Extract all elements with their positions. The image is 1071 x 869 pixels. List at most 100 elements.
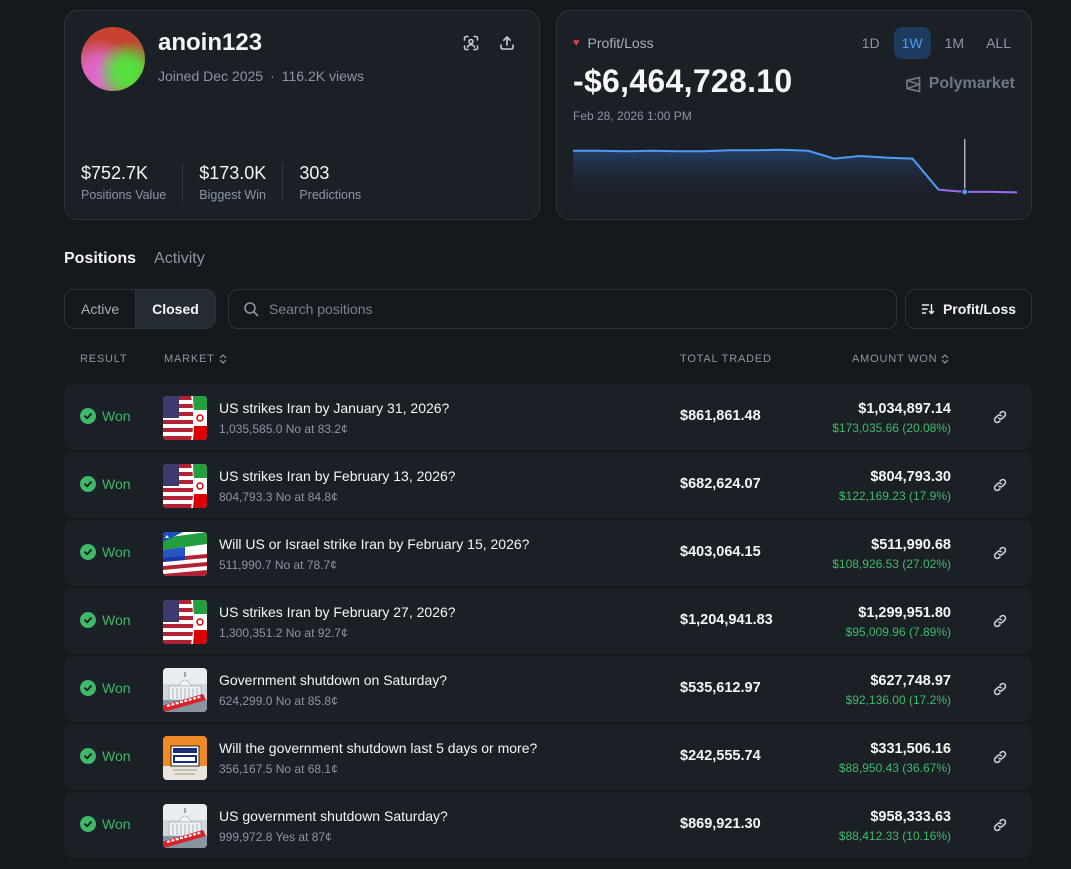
amount-won-value: $627,748.97 xyxy=(870,673,951,689)
market-title[interactable]: Will US or Israel strike Iran by Februar… xyxy=(219,536,530,552)
pnl-label: ♥ Profit/Loss xyxy=(573,35,654,51)
search-box xyxy=(228,289,897,329)
header-market[interactable]: MARKET xyxy=(164,353,227,365)
tab-activity[interactable]: Activity xyxy=(154,250,205,267)
link-icon[interactable] xyxy=(992,613,1008,629)
market-title[interactable]: US strikes Iran by February 13, 2026? xyxy=(219,468,456,484)
profit-value: $95,009.96 (7.89%) xyxy=(845,625,951,639)
link-icon[interactable] xyxy=(992,409,1008,425)
link-icon[interactable] xyxy=(992,477,1008,493)
stat-value: 303 xyxy=(299,163,330,183)
scan-icon[interactable] xyxy=(461,33,481,53)
header-total-traded: TOTAL TRADED xyxy=(680,353,772,365)
link-icon[interactable] xyxy=(992,817,1008,833)
check-icon xyxy=(80,612,96,628)
polymarket-brand: Polymarket xyxy=(905,75,1015,93)
header-market-label: MARKET xyxy=(164,353,215,365)
search-input[interactable] xyxy=(269,301,869,317)
market-thumbnail xyxy=(163,600,207,644)
market-position-detail: 356,167.5 No at 68.1¢ xyxy=(219,762,338,776)
stat-positions-value: $752.7K Positions Value xyxy=(81,163,182,202)
sort-toggle-icon xyxy=(219,354,227,364)
table-row[interactable]: Won Will the government shutdown last 5 … xyxy=(64,724,1032,790)
chart-area xyxy=(573,149,939,199)
market-thumbnail xyxy=(163,804,207,848)
range-1d[interactable]: 1D xyxy=(861,35,880,51)
stat-label: Predictions xyxy=(299,188,362,202)
link-icon[interactable] xyxy=(992,749,1008,765)
amount-won-value: $958,333.63 xyxy=(870,809,951,825)
market-title[interactable]: US strikes Iran by February 27, 2026? xyxy=(219,604,456,620)
pnl-chart[interactable] xyxy=(573,139,1017,199)
username: anoin123 xyxy=(158,29,263,56)
toggle-active[interactable]: Active xyxy=(81,301,120,317)
share-icon[interactable] xyxy=(497,33,517,53)
amount-won-value: $804,793.30 xyxy=(870,469,951,485)
table-row[interactable]: Won US strikes Iran by February 13, 2026… xyxy=(64,452,1032,518)
profit-value: $92,136.00 (17.2%) xyxy=(845,693,951,707)
range-1w[interactable]: 1W xyxy=(893,27,931,59)
market-position-detail: 624,299.0 No at 85.8¢ xyxy=(219,694,338,708)
market-position-detail: 1,300,351.2 No at 92.7¢ xyxy=(219,626,348,640)
view-count: 116.2K views xyxy=(281,68,364,84)
amount-won-value: $331,506.16 xyxy=(870,741,951,757)
profit-value: $88,412.33 (10.16%) xyxy=(838,829,951,843)
range-all[interactable]: ALL xyxy=(986,35,1011,51)
table-row[interactable]: Won US strikes Iran by February 27, 2026… xyxy=(64,588,1032,654)
header-amount-won[interactable]: AMOUNT WON xyxy=(852,353,949,365)
amount-won-value: $1,299,951.80 xyxy=(858,605,951,621)
pnl-date: Feb 28, 2026 1:00 PM xyxy=(573,109,692,123)
toggle-closed[interactable]: Closed xyxy=(135,290,215,328)
market-title[interactable]: Government shutdown on Saturday? xyxy=(219,672,448,688)
amount-won-value: $1,034,897.14 xyxy=(858,401,951,417)
market-position-detail: 1,035,585.0 No at 83.2¢ xyxy=(219,422,348,436)
link-icon[interactable] xyxy=(992,545,1008,561)
result-label: Won xyxy=(102,680,131,696)
market-title[interactable]: US government shutdown Saturday? xyxy=(219,808,448,824)
range-1m[interactable]: 1M xyxy=(944,35,965,51)
stat-value: $173.0K xyxy=(199,163,267,183)
link-icon[interactable] xyxy=(992,681,1008,697)
stat-predictions: 303 Predictions xyxy=(282,163,377,202)
header-total-traded-label: TOTAL TRADED xyxy=(680,353,772,365)
market-title[interactable]: US strikes Iran by January 31, 2026? xyxy=(219,400,450,416)
stat-biggest-win: $173.0K Biggest Win xyxy=(182,163,282,202)
pnl-label-text: Profit/Loss xyxy=(587,35,654,51)
profit-value: $88,950.43 (36.67%) xyxy=(838,761,951,775)
market-position-detail: 804,793.3 No at 84.8¢ xyxy=(219,490,338,504)
market-title[interactable]: Will the government shutdown last 5 days… xyxy=(219,740,538,756)
result-label: Won xyxy=(102,476,131,492)
sort-icon xyxy=(921,303,935,315)
table-row[interactable]: Won US government shutdown Saturday? 999… xyxy=(64,792,1032,858)
joined-info: Joined Dec 2025 · 116.2K views xyxy=(158,68,364,84)
total-traded-value: $535,612.97 xyxy=(680,680,761,696)
profit-value: $108,926.53 (27.02%) xyxy=(832,557,951,571)
chart-cursor-dot xyxy=(961,188,969,196)
profile-card: anoin123 Joined Dec 2025 · 116.2K views $7… xyxy=(64,10,540,220)
result-label: Won xyxy=(102,408,131,424)
tab-positions[interactable]: Positions xyxy=(64,250,137,267)
avatar[interactable] xyxy=(81,27,145,91)
market-position-detail: 511,990.7 No at 78.7¢ xyxy=(219,558,337,572)
result-badge: Won xyxy=(80,816,131,832)
range-selector: 1D 1W 1M ALL xyxy=(854,27,1019,59)
stat-label: Positions Value xyxy=(81,188,167,202)
pnl-value: -$6,464,728.10 xyxy=(573,63,793,99)
result-badge: Won xyxy=(80,408,131,424)
result-label: Won xyxy=(102,816,131,832)
profit-value: $173,035.66 (20.08%) xyxy=(832,421,951,435)
result-badge: Won xyxy=(80,748,131,764)
table-row[interactable]: Won Government shutdown on Saturday? 624… xyxy=(64,656,1032,722)
sort-button[interactable]: Profit/Loss xyxy=(905,289,1032,329)
total-traded-value: $1,204,941.83 xyxy=(680,612,773,628)
table-row[interactable]: Won US strikes Iran by January 31, 2026?… xyxy=(64,384,1032,450)
check-icon xyxy=(80,816,96,832)
header-result-label: RESULT xyxy=(80,353,128,365)
market-position-detail: 999,972.8 Yes at 87¢ xyxy=(219,830,332,844)
pnl-card: ♥ Profit/Loss -$6,464,728.10 Feb 28, 202… xyxy=(556,10,1032,220)
table-row[interactable]: Won Will US or Israel strike Iran by Feb… xyxy=(64,520,1032,586)
profile-stats: $752.7K Positions Value $173.0K Biggest … xyxy=(81,163,377,202)
search-icon xyxy=(244,302,259,317)
market-thumbnail xyxy=(163,464,207,508)
result-label: Won xyxy=(102,748,131,764)
